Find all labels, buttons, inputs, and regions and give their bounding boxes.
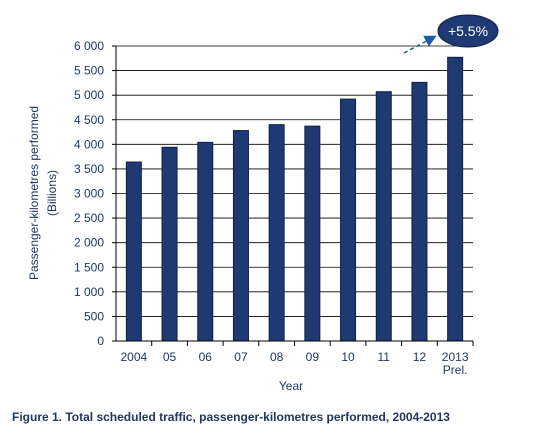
y-tick-label: 6 000: [74, 39, 104, 53]
figure-caption: Figure 1. Total scheduled traffic, passe…: [12, 410, 450, 424]
y-axis-title: Passenger-kilometres performed: [27, 106, 41, 280]
x-axis-title: Year: [279, 379, 303, 393]
bar-chart: 0 500 1 000 1 500 2 000 2 500 3 000 3 500 4 000 4…: [27, 14, 499, 393]
x-tick-label: 06: [199, 350, 213, 364]
y-tick-label: 500: [84, 309, 104, 323]
x-tick-label: 10: [341, 350, 355, 364]
bars: [125, 56, 464, 342]
x-tick-label: 2013: [442, 350, 469, 364]
bar-06: [197, 141, 214, 342]
growth-annotation: +5.5%: [403, 14, 499, 54]
bar-2013: [447, 56, 464, 342]
bar-09: [304, 125, 321, 342]
y-tick-label: 1 000: [74, 285, 104, 299]
bar-12: [411, 81, 428, 342]
growth-badge-label: +5.5%: [448, 23, 488, 39]
y-tick-label: 5 500: [74, 64, 104, 78]
y-tick-label: 0: [97, 334, 104, 348]
bar-08: [268, 124, 285, 342]
x-tick-label: 2004: [120, 350, 147, 364]
y-axis-unit: (Billions): [45, 170, 59, 216]
x-tick-label: 05: [163, 350, 177, 364]
bar-10: [340, 98, 357, 342]
growth-arrow: [403, 35, 437, 54]
growth-badge: [437, 14, 499, 48]
y-tick-label: 4 500: [74, 113, 104, 127]
y-tick-label: 1 500: [74, 260, 104, 274]
y-tick-label: 2 500: [74, 211, 104, 225]
x-tick-sublabel: Prel.: [443, 363, 468, 377]
y-tick-label: 3 000: [74, 187, 104, 201]
x-tick-label: 08: [270, 350, 284, 364]
y-tick-label: 3 500: [74, 162, 104, 176]
y-tick-label: 5 000: [74, 88, 104, 102]
x-tick-label: 07: [234, 350, 248, 364]
y-axis-ticks: 0 500 1 000 1 500 2 000 2 500 3 000 3 500 4 000 4…: [74, 39, 116, 348]
x-tick-label: 12: [413, 350, 427, 364]
y-tick-label: 2 000: [74, 236, 104, 250]
bar-2004: [125, 161, 142, 342]
bar-05: [161, 146, 178, 342]
y-tick-label: 4 000: [74, 137, 104, 151]
bar-07: [232, 130, 249, 342]
x-tick-label: 09: [306, 350, 320, 364]
x-tick-label: 11: [378, 350, 391, 364]
bar-11: [375, 91, 392, 342]
